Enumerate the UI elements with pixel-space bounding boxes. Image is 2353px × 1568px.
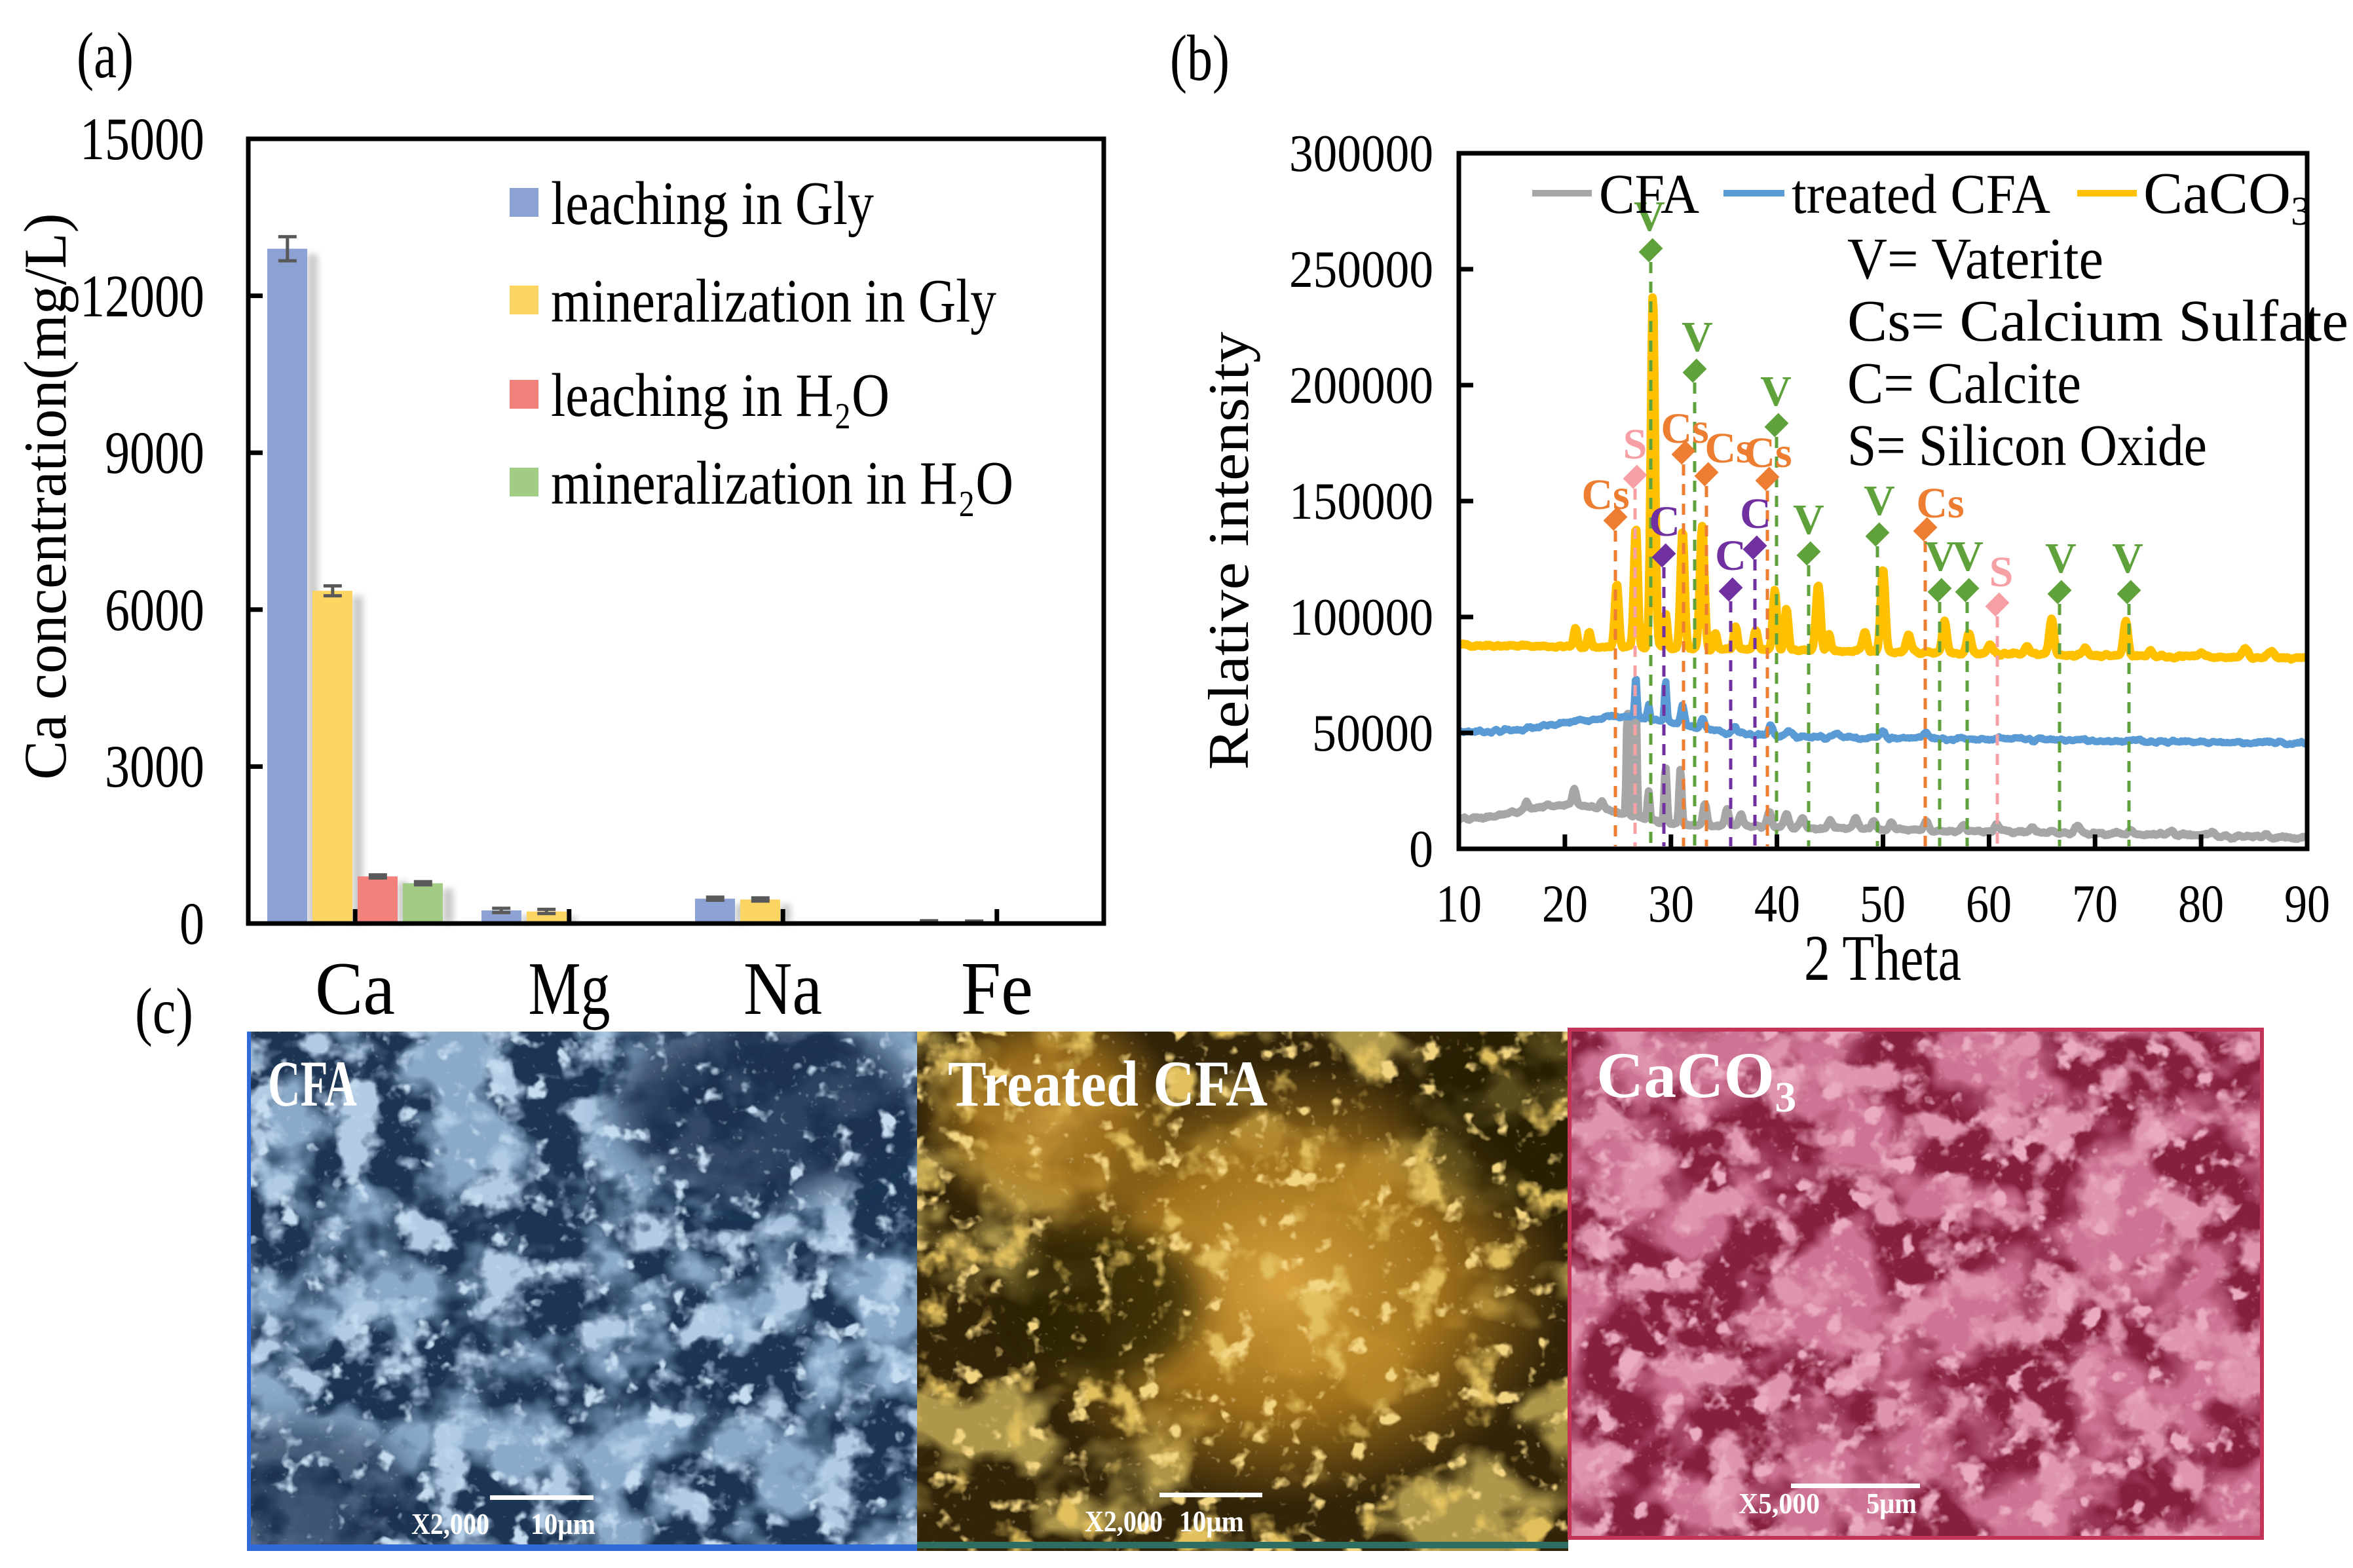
- svg-text:Cs: Cs: [1661, 405, 1708, 453]
- svg-text:Fe: Fe: [961, 947, 1033, 1031]
- svg-text:C: C: [1740, 490, 1771, 538]
- svg-text:15000: 15000: [80, 105, 204, 172]
- svg-text:10: 10: [1436, 874, 1482, 933]
- svg-text:X5,000: X5,000: [1739, 1487, 1820, 1520]
- svg-text:90: 90: [2284, 874, 2330, 933]
- svg-text:Cs: Cs: [1704, 424, 1752, 472]
- svg-text:Ca concentration(mg/L): Ca concentration(mg/L): [12, 214, 79, 780]
- svg-text:mineralization in Gly: mineralization in Gly: [551, 267, 996, 335]
- svg-text:Cs: Cs: [1744, 429, 1792, 477]
- svg-text:V= Vaterite: V= Vaterite: [1847, 227, 2103, 291]
- svg-text:V: V: [1952, 532, 1984, 580]
- svg-text:X2,000: X2,000: [1085, 1504, 1163, 1538]
- svg-text:50000: 50000: [1312, 705, 1433, 762]
- svg-text:leaching in H₂O: leaching in H₂O: [551, 362, 890, 430]
- svg-text:9000: 9000: [105, 419, 204, 486]
- svg-text:Cs= Calcium Sulfate: Cs= Calcium Sulfate: [1847, 289, 2348, 354]
- svg-text:S= Silicon Oxide: S= Silicon Oxide: [1847, 413, 2207, 478]
- svg-text:V: V: [1634, 193, 1665, 240]
- svg-text:CFA: CFA: [268, 1047, 357, 1120]
- svg-text:S: S: [1989, 548, 2014, 596]
- svg-text:X2,000: X2,000: [411, 1507, 489, 1540]
- svg-text:40: 40: [1754, 874, 1800, 933]
- svg-text:10μm: 10μm: [1179, 1504, 1244, 1538]
- svg-text:Cs: Cs: [1581, 471, 1629, 519]
- svg-text:CFA: CFA: [1599, 162, 1699, 225]
- svg-text:V: V: [1760, 367, 1792, 415]
- svg-text:60: 60: [1966, 874, 2012, 933]
- svg-text:10μm: 10μm: [531, 1507, 595, 1540]
- svg-text:0: 0: [179, 890, 204, 957]
- svg-text:Relative intensity: Relative intensity: [1197, 332, 1261, 770]
- svg-text:30: 30: [1648, 874, 1694, 933]
- svg-text:S: S: [1623, 420, 1647, 468]
- svg-text:V: V: [1925, 532, 1956, 580]
- svg-text:leaching in Gly: leaching in Gly: [551, 170, 874, 238]
- svg-text:Na: Na: [744, 947, 822, 1031]
- svg-text:C: C: [1715, 532, 1746, 580]
- svg-text:CaCO3: CaCO3: [2143, 161, 2311, 234]
- svg-text:(b): (b): [1170, 22, 1230, 94]
- svg-text:C= Calcite: C= Calcite: [1847, 351, 2081, 416]
- svg-text:(c): (c): [135, 975, 193, 1047]
- svg-text:mineralization in H₂O: mineralization in H₂O: [551, 449, 1013, 517]
- svg-text:Cs: Cs: [1916, 479, 1964, 527]
- svg-text:5μm: 5μm: [1866, 1487, 1917, 1520]
- svg-text:2 Theta: 2 Theta: [1804, 922, 1961, 994]
- svg-text:150000: 150000: [1289, 473, 1433, 531]
- svg-text:80: 80: [2178, 874, 2224, 933]
- svg-text:100000: 100000: [1289, 589, 1433, 646]
- svg-text:treated CFA: treated CFA: [1792, 162, 2050, 225]
- svg-text:200000: 200000: [1289, 357, 1433, 415]
- svg-text:Treated CFA: Treated CFA: [948, 1047, 1268, 1120]
- svg-text:V: V: [2045, 534, 2077, 582]
- svg-text:0: 0: [1409, 821, 1433, 878]
- svg-text:12000: 12000: [80, 263, 204, 329]
- svg-text:V: V: [1682, 313, 1713, 361]
- svg-text:70: 70: [2072, 874, 2118, 933]
- svg-text:20: 20: [1542, 874, 1588, 933]
- svg-text:Mg: Mg: [529, 947, 611, 1031]
- svg-text:V: V: [2112, 534, 2143, 582]
- svg-text:V: V: [1864, 477, 1895, 525]
- svg-text:(a): (a): [77, 19, 134, 92]
- svg-text:Ca: Ca: [315, 947, 395, 1031]
- svg-text:250000: 250000: [1289, 241, 1433, 299]
- svg-text:C: C: [1649, 498, 1680, 546]
- svg-text:V: V: [1793, 496, 1824, 544]
- svg-text:50: 50: [1860, 874, 1906, 933]
- svg-text:6000: 6000: [105, 576, 204, 643]
- svg-text:CaCO3: CaCO3: [1596, 1039, 1796, 1121]
- svg-text:3000: 3000: [105, 733, 204, 800]
- svg-text:300000: 300000: [1289, 125, 1433, 183]
